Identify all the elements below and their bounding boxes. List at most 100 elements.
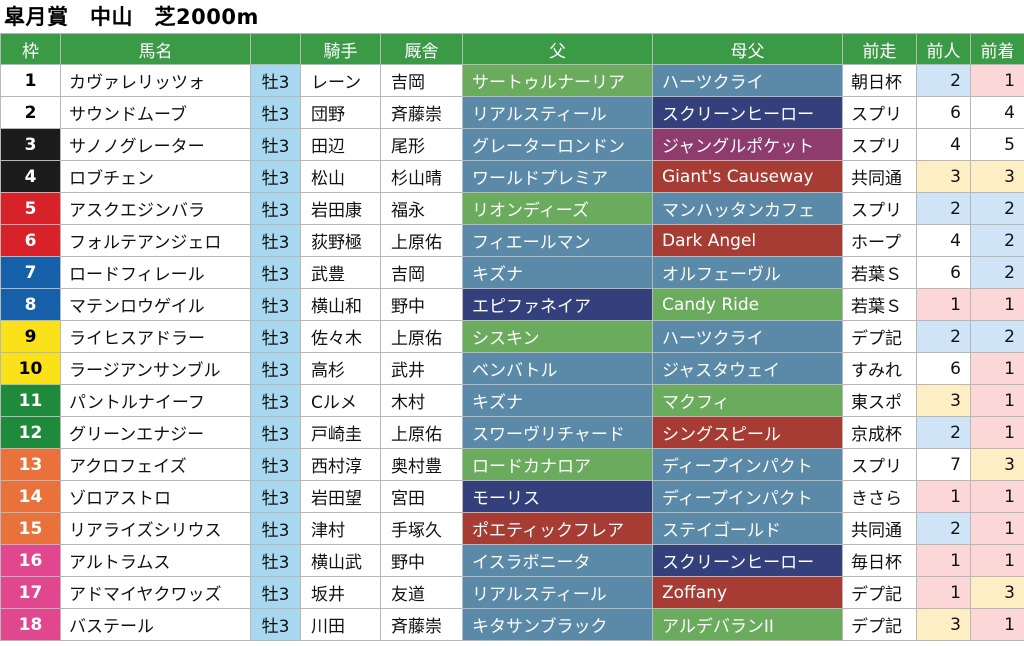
sex-age: 牡3 xyxy=(250,128,301,161)
prev-finish: 1 xyxy=(970,512,1024,545)
table-row: 5 アスクエジンバラ 牡3 岩田康 福永 リオンディーズ マンハッタンカフェ スプリ 2 2 xyxy=(0,192,1024,225)
sex-age: 牡3 xyxy=(250,608,301,641)
sire: リアルスティール xyxy=(462,576,653,609)
prev-race: きさら xyxy=(842,480,917,513)
sire: ポエティックフレア xyxy=(462,512,653,545)
stable: 宮田 xyxy=(380,480,463,513)
prev-finish: 3 xyxy=(970,576,1024,609)
horse-name: アクロフェイズ xyxy=(60,448,251,481)
jockey: 岩田望 xyxy=(300,480,381,513)
jockey: 岩田康 xyxy=(300,192,381,225)
stable: 吉岡 xyxy=(380,256,463,289)
sex-age: 牡3 xyxy=(250,512,301,545)
table-row: 18 バステール 牡3 川田 斉藤崇 キタサンブラック アルデバランII デプ記 3 1 xyxy=(0,608,1024,641)
prev-race: スプリ xyxy=(842,448,917,481)
prev-race: 若葉Ｓ xyxy=(842,288,917,321)
header-sire: 父 xyxy=(462,33,653,65)
prev-popularity: 2 xyxy=(916,320,971,353)
waku-cell: 9 xyxy=(0,320,61,353)
stable: 上原佑 xyxy=(380,416,463,449)
sire: キタサンブラック xyxy=(462,608,653,641)
dam-sire: ハーツクライ xyxy=(652,64,843,97)
table-row: 1 カヴァレリッツォ 牡3 レーン 吉岡 サートゥルナーリア ハーツクライ 朝日杯 2 1 xyxy=(0,64,1024,97)
sire: サートゥルナーリア xyxy=(462,64,653,97)
prev-finish: 1 xyxy=(970,384,1024,417)
jockey: 団野 xyxy=(300,96,381,129)
table-row: 11 パントルナイーフ 牡3 Cルメ 木村 キズナ マクフィ 東スポ 3 1 xyxy=(0,384,1024,417)
sex-age: 牡3 xyxy=(250,416,301,449)
prev-popularity: 6 xyxy=(916,96,971,129)
sire: キズナ xyxy=(462,256,653,289)
horse-name: アルトラムス xyxy=(60,544,251,577)
table-row: 6 フォルテアンジェロ 牡3 荻野極 上原佑 フィエールマン Dark Angel ホープ 4 2 xyxy=(0,224,1024,257)
jockey: 津村 xyxy=(300,512,381,545)
horse-name: ロードフィレール xyxy=(60,256,251,289)
dam-sire: アルデバランII xyxy=(652,608,843,641)
jockey: 荻野極 xyxy=(300,224,381,257)
prev-finish: 2 xyxy=(970,256,1024,289)
sex-age: 牡3 xyxy=(250,288,301,321)
prev-popularity: 2 xyxy=(916,512,971,545)
header-dam-sire: 母父 xyxy=(652,33,843,65)
sire: キズナ xyxy=(462,384,653,417)
table-row: 16 アルトラムス 牡3 横山武 野中 イスラボニータ スクリーンヒーロー 毎日杯 1 1 xyxy=(0,544,1024,577)
stable: 武井 xyxy=(380,352,463,385)
prev-finish: 2 xyxy=(970,224,1024,257)
header-prev-popularity: 前人 xyxy=(916,33,971,65)
sex-age: 牡3 xyxy=(250,224,301,257)
table-row: 14 ゾロアストロ 牡3 岩田望 宮田 モーリス ディープインパクト きさら 1 1 xyxy=(0,480,1024,513)
sire: イスラボニータ xyxy=(462,544,653,577)
dam-sire: Zoffany xyxy=(652,576,843,609)
stable: 斉藤崇 xyxy=(380,608,463,641)
prev-race: デプ記 xyxy=(842,608,917,641)
sex-age: 牡3 xyxy=(250,160,301,193)
prev-finish: 3 xyxy=(970,448,1024,481)
horse-name: バステール xyxy=(60,608,251,641)
waku-cell: 10 xyxy=(0,352,61,385)
sire: ワールドプレミア xyxy=(462,160,653,193)
prev-popularity: 2 xyxy=(916,64,971,97)
sire: ロードカナロア xyxy=(462,448,653,481)
table-row: 13 アクロフェイズ 牡3 西村淳 奥村豊 ロードカナロア ディープインパクト スプリ 7 3 xyxy=(0,448,1024,481)
header-waku: 枠 xyxy=(0,33,61,65)
prev-finish: 1 xyxy=(970,416,1024,449)
prev-finish: 1 xyxy=(970,64,1024,97)
jockey: 佐々木 xyxy=(300,320,381,353)
horse-name: フォルテアンジェロ xyxy=(60,224,251,257)
prev-race: 朝日杯 xyxy=(842,64,917,97)
jockey: 西村淳 xyxy=(300,448,381,481)
header-sex-age xyxy=(250,33,301,65)
waku-cell: 16 xyxy=(0,544,61,577)
dam-sire: ハーツクライ xyxy=(652,320,843,353)
jockey: 横山武 xyxy=(300,544,381,577)
header-horse-name: 馬名 xyxy=(60,33,251,65)
horse-name: ラージアンサンブル xyxy=(60,352,251,385)
horse-name: アスクエジンバラ xyxy=(60,192,251,225)
table-row: 10 ラージアンサンブル 牡3 高杉 武井 ベンバトル ジャスタウェイ すみれ 6 1 xyxy=(0,352,1024,385)
dam-sire: Dark Angel xyxy=(652,224,843,257)
dam-sire: マクフィ xyxy=(652,384,843,417)
stable: 上原佑 xyxy=(380,320,463,353)
table-row: 3 サノノグレーター 牡3 田辺 尾形 グレーターロンドン ジャングルポケット スプリ 4 5 xyxy=(0,128,1024,161)
header-stable: 厩舎 xyxy=(380,33,463,65)
sire: スワーヴリチャード xyxy=(462,416,653,449)
entry-table: 枠 馬名 騎手 厩舎 父 母父 前走 前人 前着 1 カヴァレリッツォ 牡3 レーン吉… xyxy=(0,33,1024,641)
horse-name: アドマイヤクワッズ xyxy=(60,576,251,609)
table-row: 9 ライヒスアドラー 牡3 佐々木 上原佑 シスキン ハーツクライ デプ記 2 2 xyxy=(0,320,1024,353)
dam-sire: スクリーンヒーロー xyxy=(652,96,843,129)
waku-cell: 12 xyxy=(0,416,61,449)
sex-age: 牡3 xyxy=(250,256,301,289)
prev-race: 東スポ xyxy=(842,384,917,417)
table-row: 4 ロブチェン 牡3 松山 杉山晴 ワールドプレミア Giant's Causeway 共同通… xyxy=(0,160,1024,193)
waku-cell: 15 xyxy=(0,512,61,545)
prev-popularity: 6 xyxy=(916,352,971,385)
prev-finish: 2 xyxy=(970,320,1024,353)
prev-race: スプリ xyxy=(842,128,917,161)
prev-race: 若葉Ｓ xyxy=(842,256,917,289)
header-row: 枠 馬名 騎手 厩舎 父 母父 前走 前人 前着 xyxy=(0,33,1024,65)
dam-sire: ジャングルポケット xyxy=(652,128,843,161)
waku-cell: 3 xyxy=(0,128,61,161)
stable: 斉藤崇 xyxy=(380,96,463,129)
sire: フィエールマン xyxy=(462,224,653,257)
header-prev-finish: 前着 xyxy=(970,33,1024,65)
